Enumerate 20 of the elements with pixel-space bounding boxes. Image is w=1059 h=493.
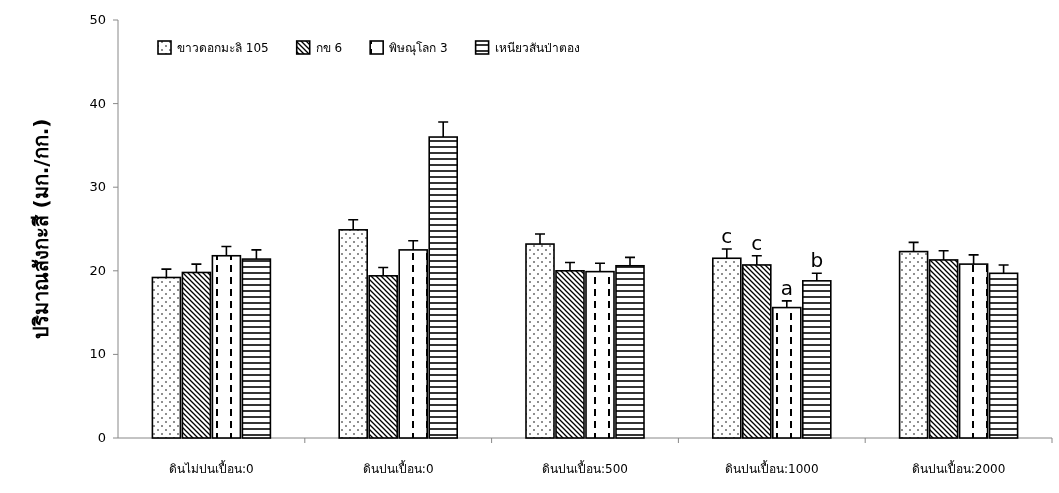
legend-label: กข 6 bbox=[315, 41, 343, 55]
y-tick-label: 40 bbox=[89, 95, 106, 111]
legend-label: เหนียวสันป่าตอง bbox=[494, 41, 580, 55]
y-tick-label: 10 bbox=[89, 346, 106, 362]
y-tick-label: 0 bbox=[97, 430, 106, 445]
x-tick-label: ดินปนเปื้อน:0 bbox=[362, 460, 434, 476]
y-axis-title: ปริมาณสังกะสี (มก./กก.) bbox=[29, 118, 53, 340]
legend-label: พิษณุโลก 3 bbox=[389, 41, 448, 56]
x-tick-label: ดินไม่ปนเปื้อน:0 bbox=[169, 460, 254, 476]
annotation: b bbox=[810, 248, 824, 273]
y-tick-label: 30 bbox=[89, 179, 106, 195]
y-tick-label: 20 bbox=[89, 262, 106, 278]
annotation: c bbox=[751, 230, 763, 255]
annotation: a bbox=[780, 275, 793, 300]
y-tick-label: 50 bbox=[89, 12, 106, 27]
x-tick-label: ดินปนเปื้อน:1000 bbox=[725, 460, 819, 476]
x-tick-label: ดินปนเปื้อน:500 bbox=[542, 460, 628, 476]
x-tick-label: ดินปนเปื้อน:2000 bbox=[911, 460, 1006, 476]
legend-label: ขาวดอกมะลิ 105 bbox=[177, 41, 269, 55]
annotation: c bbox=[721, 224, 733, 249]
